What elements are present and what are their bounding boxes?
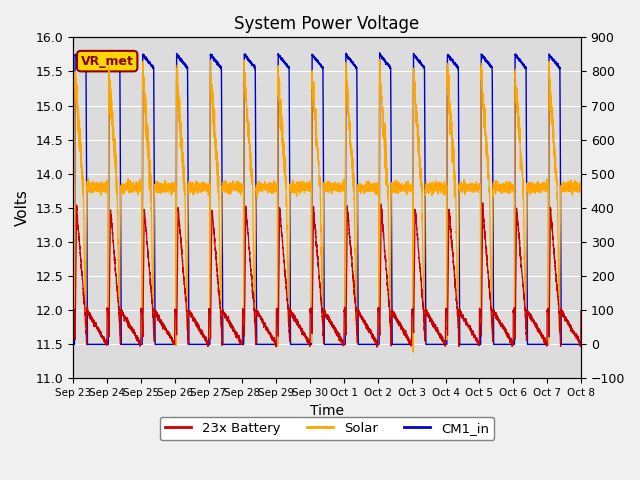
Legend: 23x Battery, Solar, CM1_in: 23x Battery, Solar, CM1_in (160, 417, 494, 440)
X-axis label: Time: Time (310, 404, 344, 418)
Y-axis label: Volts: Volts (15, 190, 30, 227)
Title: System Power Voltage: System Power Voltage (234, 15, 420, 33)
Text: VR_met: VR_met (81, 55, 134, 68)
